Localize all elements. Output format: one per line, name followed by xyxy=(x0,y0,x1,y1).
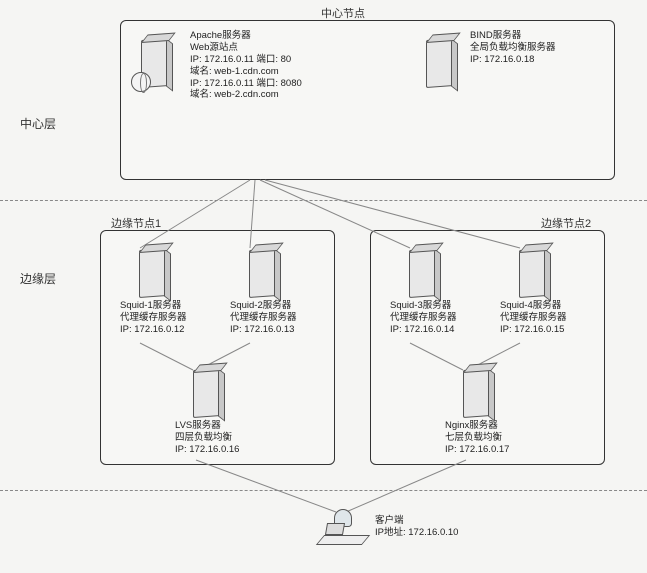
server-icon xyxy=(420,35,460,90)
text-line: Web源站点 xyxy=(190,42,302,54)
server-icon xyxy=(187,365,227,420)
text-line: Apache服务器 xyxy=(190,30,302,42)
text-line: IP: 172.16.0.15 xyxy=(500,324,567,336)
text-line: BIND服务器 xyxy=(470,30,556,42)
server-icon xyxy=(133,245,173,300)
text-line: 域名: web-1.cdn.com xyxy=(190,66,302,78)
text-line: IP: 172.16.0.17 xyxy=(445,444,509,456)
node-squid2: Squid-2服务器 代理缓存服务器 IP: 172.16.0.13 xyxy=(230,245,297,336)
divider-edge-client xyxy=(0,490,647,491)
node-bind-text: BIND服务器 全局负载均衡服务器 IP: 172.16.0.18 xyxy=(470,30,556,66)
text-line: Squid-4服务器 xyxy=(500,300,567,312)
layer-label-center: 中心层 xyxy=(20,115,56,132)
group-title-center: 中心节点 xyxy=(321,5,365,21)
text-line: IP: 172.16.0.16 xyxy=(175,444,239,456)
node-bind xyxy=(420,35,460,90)
node-client-text: 客户端 IP地址: 172.16.0.10 xyxy=(375,515,458,539)
text-line: Squid-2服务器 xyxy=(230,300,297,312)
server-icon xyxy=(513,245,553,300)
text-line: IP地址: 172.16.0.10 xyxy=(375,527,458,539)
text-line: 客户端 xyxy=(375,515,458,527)
server-icon xyxy=(403,245,443,300)
node-nginx-text: Nginx服务器 七层负载均衡 IP: 172.16.0.17 xyxy=(445,420,509,456)
divider-center-edge xyxy=(0,200,647,201)
server-icon xyxy=(457,365,497,420)
text-line: IP: 172.16.0.13 xyxy=(230,324,297,336)
text-line: Squid-1服务器 xyxy=(120,300,187,312)
node-squid3: Squid-3服务器 代理缓存服务器 IP: 172.16.0.14 xyxy=(390,245,457,336)
group-title-edge1: 边缘节点1 xyxy=(111,215,161,231)
text-line: IP: 172.16.0.11 端口: 80 xyxy=(190,54,302,66)
server-globe-icon xyxy=(135,35,175,90)
text-line: Nginx服务器 xyxy=(445,420,509,432)
text-line: 全局负载均衡服务器 xyxy=(470,42,556,54)
node-apache-text: Apache服务器 Web源站点 IP: 172.16.0.11 端口: 80 … xyxy=(190,30,302,101)
text-line: 域名: web-2.cdn.com xyxy=(190,89,302,101)
text-line: Squid-3服务器 xyxy=(390,300,457,312)
server-icon xyxy=(243,245,283,300)
text-line: IP: 172.16.0.12 xyxy=(120,324,187,336)
node-client xyxy=(320,505,366,545)
node-squid4: Squid-4服务器 代理缓存服务器 IP: 172.16.0.15 xyxy=(500,245,567,336)
text-line: 四层负载均衡 xyxy=(175,432,239,444)
text-line: 代理缓存服务器 xyxy=(500,312,567,324)
node-squid1: Squid-1服务器 代理缓存服务器 IP: 172.16.0.12 xyxy=(120,245,187,336)
layer-label-edge: 边缘层 xyxy=(20,270,56,287)
node-squid2-text: Squid-2服务器 代理缓存服务器 IP: 172.16.0.13 xyxy=(230,300,297,336)
text-line: 代理缓存服务器 xyxy=(230,312,297,324)
node-squid3-text: Squid-3服务器 代理缓存服务器 IP: 172.16.0.14 xyxy=(390,300,457,336)
group-title-edge2: 边缘节点2 xyxy=(541,215,591,231)
text-line: 七层负载均衡 xyxy=(445,432,509,444)
text-line: IP: 172.16.0.18 xyxy=(470,54,556,66)
node-apache xyxy=(135,35,175,90)
node-squid1-text: Squid-1服务器 代理缓存服务器 IP: 172.16.0.12 xyxy=(120,300,187,336)
diagram-canvas: 中心层 边缘层 中心节点 边缘节点1 边缘节点2 Apache服务器 Web源站… xyxy=(0,0,647,573)
node-lvs: LVS服务器 四层负载均衡 IP: 172.16.0.16 xyxy=(175,365,239,456)
text-line: 代理缓存服务器 xyxy=(120,312,187,324)
node-lvs-text: LVS服务器 四层负载均衡 IP: 172.16.0.16 xyxy=(175,420,239,456)
node-squid4-text: Squid-4服务器 代理缓存服务器 IP: 172.16.0.15 xyxy=(500,300,567,336)
text-line: IP: 172.16.0.11 端口: 8080 xyxy=(190,78,302,90)
node-nginx: Nginx服务器 七层负载均衡 IP: 172.16.0.17 xyxy=(445,365,509,456)
text-line: IP: 172.16.0.14 xyxy=(390,324,457,336)
user-icon xyxy=(320,505,366,545)
text-line: LVS服务器 xyxy=(175,420,239,432)
text-line: 代理缓存服务器 xyxy=(390,312,457,324)
